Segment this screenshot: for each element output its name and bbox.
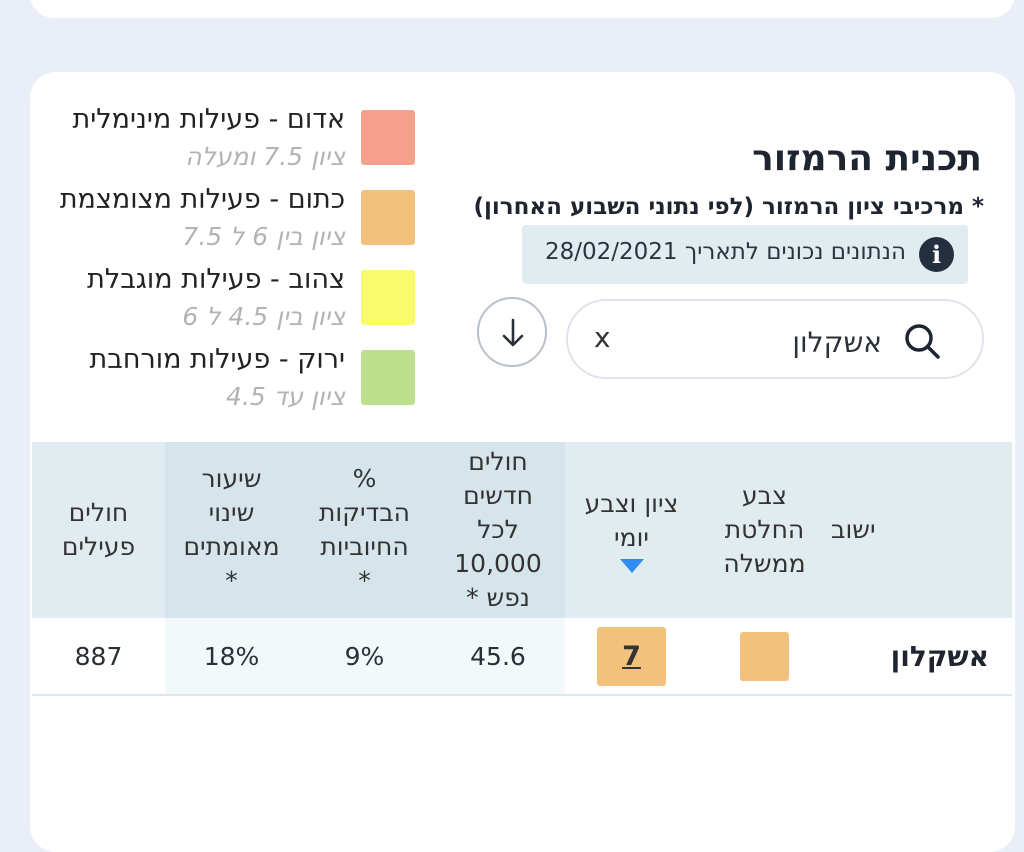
header-city[interactable]: ישוב bbox=[831, 442, 1012, 618]
orange-swatch bbox=[361, 190, 415, 245]
header-label: % הבדיקות החיוביות * bbox=[319, 464, 411, 595]
header-label: שיעור שינוי מאומתים * bbox=[183, 464, 280, 595]
clear-search-button[interactable]: x bbox=[594, 321, 611, 354]
page-subtitle: * מרכיבי ציון הרמזור (לפי נתוני השבוע הא… bbox=[473, 194, 984, 220]
cities-table: חולים פעילים שיעור שינוי מאומתים * % הבד… bbox=[32, 442, 1012, 696]
data-date-notice: i הנתונים נכונים לתאריך 28/02/2021 bbox=[522, 225, 968, 284]
yellow-swatch bbox=[361, 270, 415, 325]
sort-desc-icon bbox=[619, 559, 644, 573]
header-label: חולים פעילים bbox=[61, 498, 136, 561]
scroll-down-button[interactable] bbox=[477, 297, 547, 367]
arrow-down-icon bbox=[502, 318, 524, 347]
table-row[interactable]: 887 18% 9% 45.6 7 אשקלון bbox=[32, 618, 1012, 696]
search-icon[interactable] bbox=[902, 321, 942, 361]
header-daily-score[interactable]: ציון וצבע יומי bbox=[565, 442, 698, 618]
page-title: תכנית הרמזור bbox=[752, 138, 982, 179]
header-positive-pct[interactable]: % הבדיקות החיוביות * bbox=[298, 442, 431, 618]
legend-sub: ציון עד 4.5 bbox=[225, 382, 345, 411]
gov-color-swatch bbox=[740, 631, 789, 681]
row-shade bbox=[165, 618, 565, 694]
header-change-rate[interactable]: שיעור שינוי מאומתים * bbox=[165, 442, 298, 618]
search-input[interactable] bbox=[650, 322, 884, 362]
header-active[interactable]: חולים פעילים bbox=[32, 442, 165, 618]
red-swatch bbox=[361, 110, 415, 165]
legend-item-green: ירוק - פעילות מורחבת ציון עד 4.5 bbox=[15, 344, 415, 424]
cell-gov-color bbox=[698, 618, 831, 694]
legend-item-orange: כתום - פעילות מצומצמת ציון בין 6 ל 7.5 bbox=[15, 184, 415, 264]
header-label: צבע החלטת ממשלה bbox=[723, 481, 806, 578]
header-gov-color[interactable]: צבע החלטת ממשלה bbox=[698, 442, 831, 618]
header-label: ציון וצבע יומי bbox=[584, 489, 679, 552]
header-label: חולים חדשים לכל 10,000 נפש * bbox=[454, 447, 542, 612]
legend-title: כתום - פעילות מצומצמת bbox=[59, 184, 345, 215]
previous-card bbox=[30, 0, 1015, 18]
legend-sub: ציון בין 4.5 ל 6 bbox=[182, 302, 345, 331]
cell-city: אשקלון bbox=[890, 639, 989, 673]
legend-title: ירוק - פעילות מורחבת bbox=[89, 344, 345, 375]
table-header: חולים פעילים שיעור שינוי מאומתים * % הבד… bbox=[32, 442, 1012, 618]
header-new-cases[interactable]: חולים חדשים לכל 10,000 נפש * bbox=[431, 442, 565, 618]
legend-item-red: אדום - פעילות מינימלית ציון 7.5 ומעלה bbox=[15, 104, 415, 184]
cell-change-rate: 18% bbox=[203, 641, 260, 671]
legend-item-yellow: צהוב - פעילות מוגבלת ציון בין 4.5 ל 6 bbox=[15, 264, 415, 344]
daily-score-badge[interactable]: 7 bbox=[597, 626, 666, 686]
city-search[interactable]: x bbox=[566, 299, 984, 379]
cell-new-cases: 45.6 bbox=[470, 641, 526, 671]
legend-sub: ציון בין 6 ל 7.5 bbox=[182, 222, 345, 251]
legend-sub: ציון 7.5 ומעלה bbox=[185, 142, 345, 171]
legend-title: אדום - פעילות מינימלית bbox=[72, 104, 346, 135]
info-icon: i bbox=[919, 237, 954, 272]
header-shade bbox=[165, 442, 565, 618]
cell-active: 887 bbox=[74, 641, 123, 671]
cell-daily-score: 7 bbox=[565, 618, 698, 694]
cell-positive-pct: 9% bbox=[344, 641, 385, 671]
legend-title: צהוב - פעילות מוגבלת bbox=[87, 264, 345, 295]
data-date-text: הנתונים נכונים לתאריך 28/02/2021 bbox=[544, 239, 906, 265]
green-swatch bbox=[361, 350, 415, 405]
header-label: ישוב bbox=[831, 515, 876, 544]
